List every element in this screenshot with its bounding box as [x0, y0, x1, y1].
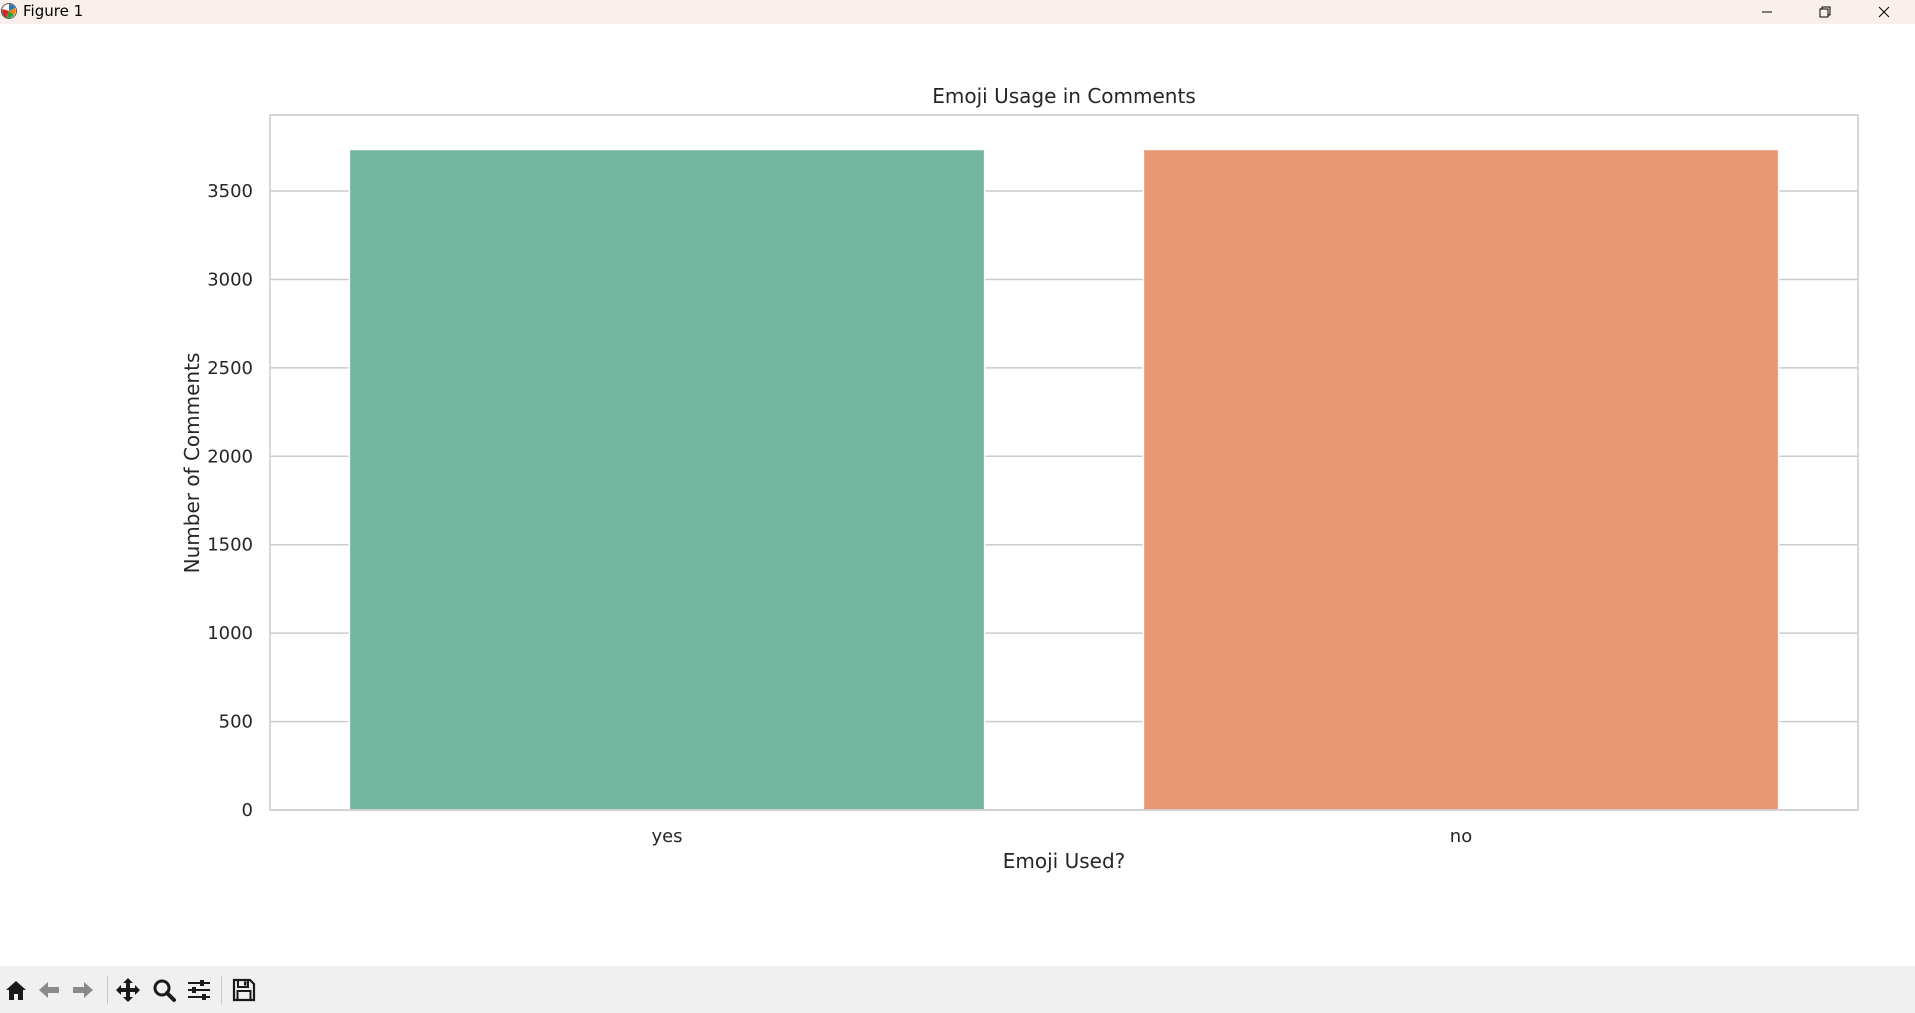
arrow-left-icon: [39, 982, 59, 998]
restore-icon: [1819, 6, 1831, 18]
window-title: Figure 1: [23, 2, 84, 20]
x-axis-label: Emoji Used?: [1003, 849, 1126, 873]
matplotlib-app-icon: [1, 3, 17, 19]
x-tick-label: yes: [651, 826, 682, 847]
plot-frame: [269, 114, 1859, 811]
navigation-toolbar: [0, 966, 1915, 1013]
bar-no: [1142, 148, 1780, 811]
y-tick-label: 2000: [207, 446, 253, 467]
save-button[interactable]: [228, 974, 260, 1006]
minimize-icon: [1762, 11, 1772, 13]
y-tick-labels: 0 500 1000 1500 2000 2500 3000 3500: [207, 181, 253, 821]
toolbar-separator: [107, 976, 108, 1004]
bar-chart: 0 500 1000 1500 2000 2500 3000 3500 yes no Emoji…: [180, 84, 1859, 873]
y-tick-label: 1000: [207, 623, 253, 644]
bars: [348, 148, 1780, 811]
y-tick-label: 0: [242, 800, 253, 821]
y-tick-label: 1500: [207, 535, 253, 556]
y-axis-label: Number of Comments: [180, 353, 204, 574]
home-button[interactable]: [0, 974, 32, 1006]
zoom-button[interactable]: [148, 974, 180, 1006]
arrow-right-icon: [73, 982, 93, 998]
restore-button[interactable]: [1796, 0, 1854, 24]
back-button[interactable]: [33, 974, 65, 1006]
close-icon: [1878, 6, 1890, 18]
sliders-icon: [188, 980, 210, 1000]
bar-yes: [348, 148, 986, 811]
x-tick-labels: yes no: [651, 826, 1472, 847]
chart-title: Emoji Usage in Comments: [932, 84, 1196, 108]
y-tick-label: 500: [219, 712, 253, 733]
window-titlebar: Figure 1: [0, 0, 1915, 24]
y-tick-label: 3000: [207, 269, 253, 290]
y-tick-label: 3500: [207, 181, 253, 202]
forward-button[interactable]: [67, 974, 99, 1006]
minimize-button[interactable]: [1738, 0, 1796, 24]
move-icon: [116, 978, 140, 1002]
magnifier-icon: [153, 979, 176, 1002]
figure-canvas[interactable]: 0 500 1000 1500 2000 2500 3000 3500 yes no Emoji…: [0, 24, 1915, 966]
configure-subplots-button[interactable]: [183, 974, 215, 1006]
y-tick-label: 2500: [207, 358, 253, 379]
floppy-disk-icon: [232, 978, 256, 1002]
pan-button[interactable]: [112, 974, 144, 1006]
home-icon: [6, 981, 26, 1000]
close-button[interactable]: [1855, 0, 1913, 24]
x-tick-label: no: [1450, 826, 1472, 847]
toolbar-separator: [221, 976, 222, 1004]
